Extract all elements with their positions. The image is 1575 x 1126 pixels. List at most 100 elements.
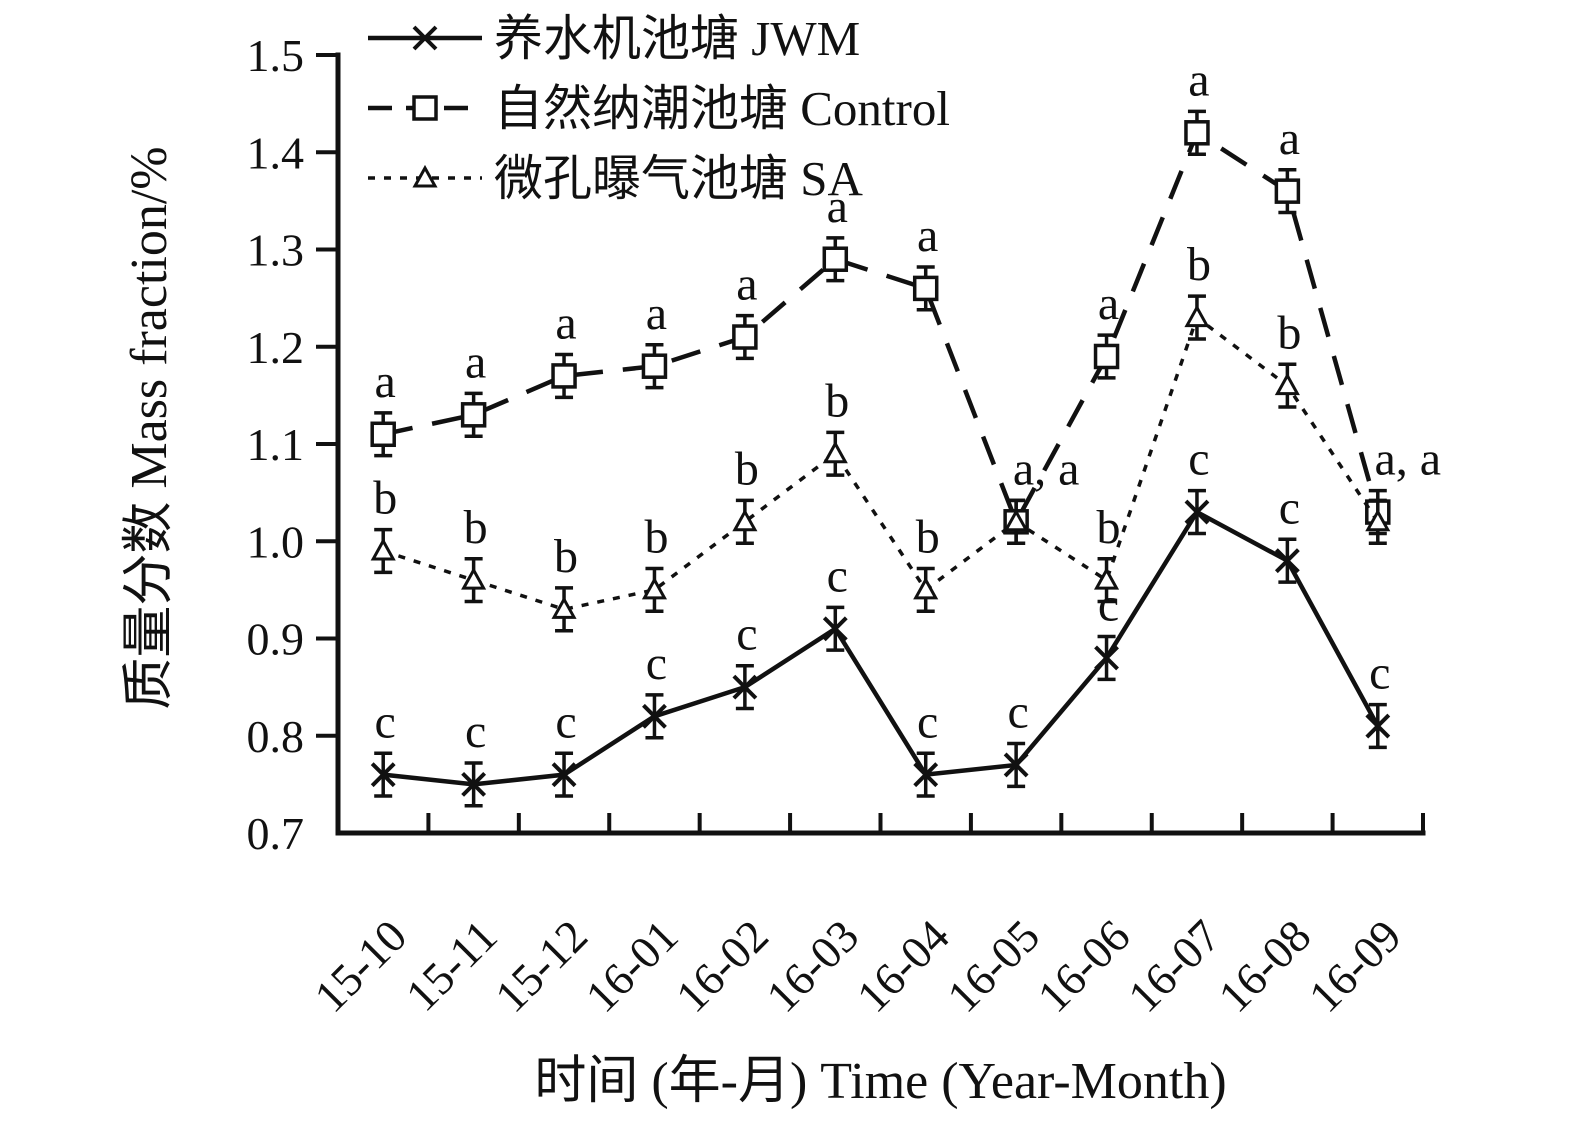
y-tick-label: 1.2 bbox=[247, 322, 305, 373]
triangle-marker-icon bbox=[913, 576, 939, 600]
data-point bbox=[461, 771, 487, 797]
triangle-marker-icon bbox=[1093, 567, 1120, 590]
legend-marker bbox=[412, 95, 438, 121]
significance-letter: c bbox=[1279, 481, 1300, 534]
data-point bbox=[1365, 508, 1391, 532]
significance-letter: c bbox=[555, 695, 576, 748]
x-axis-title: 时间 (年-月) Time (Year-Month) bbox=[534, 1053, 1226, 1110]
square-marker-icon bbox=[551, 363, 577, 389]
data-point bbox=[1274, 372, 1300, 396]
significance-letter: a bbox=[465, 335, 486, 388]
significance-letter: b bbox=[1187, 238, 1211, 291]
significance-letter: a bbox=[1098, 277, 1119, 330]
significance-letter: a, a bbox=[1374, 433, 1441, 486]
y-tick-label: 0.8 bbox=[247, 711, 305, 762]
data-point bbox=[641, 353, 668, 379]
significance-letter: b bbox=[464, 501, 488, 554]
y-tick-label: 1.1 bbox=[247, 419, 305, 470]
data-point bbox=[370, 537, 396, 561]
x-marker-icon bbox=[412, 25, 438, 51]
significance-letter: a bbox=[1279, 112, 1300, 165]
x-marker-icon bbox=[642, 703, 667, 729]
data-point bbox=[370, 421, 396, 448]
significance-letter: c bbox=[375, 695, 396, 748]
triangle-marker-icon bbox=[822, 440, 848, 464]
x-marker-icon bbox=[1365, 713, 1391, 739]
significance-letter: a bbox=[555, 297, 576, 350]
triangle-marker-icon bbox=[370, 537, 396, 561]
data-point bbox=[460, 402, 487, 428]
data-point bbox=[370, 762, 396, 788]
significance-letter: a bbox=[917, 209, 938, 262]
data-point bbox=[1093, 343, 1120, 370]
y-tick-label: 0.9 bbox=[247, 614, 305, 665]
data-point bbox=[1274, 178, 1301, 204]
legend-label: 微孔曝气池塘 SA bbox=[494, 151, 864, 206]
data-point bbox=[641, 576, 668, 600]
significance-letter: a bbox=[1188, 53, 1209, 106]
significance-letter: a bbox=[827, 180, 848, 233]
significance-letter: a bbox=[646, 287, 667, 340]
y-tick-label: 1.0 bbox=[247, 516, 305, 567]
significance-letter: b bbox=[735, 442, 759, 495]
y-tick-label: 1.5 bbox=[247, 30, 305, 81]
x-marker-icon bbox=[913, 762, 939, 788]
significance-letter: b bbox=[373, 472, 397, 525]
data-point bbox=[1184, 120, 1210, 146]
data-point bbox=[822, 616, 848, 642]
triangle-marker-icon bbox=[1184, 304, 1210, 328]
square-marker-icon bbox=[1093, 343, 1120, 370]
x-marker-icon bbox=[1003, 752, 1029, 778]
x-marker-icon bbox=[370, 762, 396, 788]
data-point bbox=[461, 567, 487, 590]
triangle-marker-icon bbox=[551, 596, 577, 619]
significance-letter: b bbox=[1097, 501, 1121, 554]
square-marker-icon bbox=[370, 421, 396, 448]
significance-letter: c bbox=[1007, 686, 1028, 739]
legend-item: 养水机池塘 JWM bbox=[368, 11, 860, 66]
series-x: c c c c c c c c c c c c bbox=[370, 433, 1391, 808]
significance-letter: c bbox=[1369, 647, 1390, 700]
significance-letter: b bbox=[644, 510, 668, 563]
y-axis: 0.7 0.8 0.9 1.0 1.1 1.2 1.3 1.4 1.5 bbox=[247, 30, 338, 859]
y-tick-label: 1.4 bbox=[247, 127, 305, 178]
x-marker-icon bbox=[822, 616, 848, 642]
data-point bbox=[912, 275, 939, 302]
triangle-marker-icon bbox=[461, 567, 487, 590]
significance-letter: a, a bbox=[1013, 442, 1080, 495]
legend-item: 自然纳潮池塘 Control bbox=[368, 81, 950, 136]
data-point bbox=[1184, 304, 1210, 328]
series-line bbox=[382, 509, 1380, 787]
legend-label: 养水机池塘 JWM bbox=[494, 11, 860, 66]
significance-letter: c bbox=[736, 608, 757, 661]
data-point bbox=[732, 324, 758, 350]
data-point bbox=[1093, 567, 1120, 590]
legend-item: 微孔曝气池塘 SA bbox=[368, 151, 864, 206]
y-tick-label: 1.3 bbox=[247, 225, 305, 276]
legend: 养水机池塘 JWM 自然纳潮池塘 Control 微孔曝气池塘 SA bbox=[368, 11, 950, 206]
square-marker-icon bbox=[460, 402, 487, 428]
data-point bbox=[732, 508, 758, 532]
significance-letter: c bbox=[1098, 579, 1119, 632]
triangle-marker-icon bbox=[732, 508, 758, 532]
data-point bbox=[822, 440, 848, 464]
x-marker-icon bbox=[551, 762, 577, 788]
significance-letter: c bbox=[1188, 433, 1209, 486]
y-axis-title: 质量分数 Mass fraction/% bbox=[121, 146, 178, 709]
significance-letter: b bbox=[1277, 306, 1301, 359]
data-point bbox=[1274, 548, 1300, 574]
triangle-marker-icon bbox=[1003, 508, 1029, 532]
legend-marker bbox=[412, 25, 438, 51]
data-point bbox=[642, 703, 667, 729]
triangle-marker-icon bbox=[1274, 372, 1300, 396]
square-marker-icon bbox=[412, 95, 438, 121]
legend-marker bbox=[412, 164, 438, 188]
square-marker-icon bbox=[1274, 178, 1301, 204]
significance-letter: c bbox=[465, 705, 486, 758]
data-point bbox=[551, 363, 577, 389]
data-point bbox=[822, 246, 849, 272]
data-point bbox=[913, 576, 939, 600]
